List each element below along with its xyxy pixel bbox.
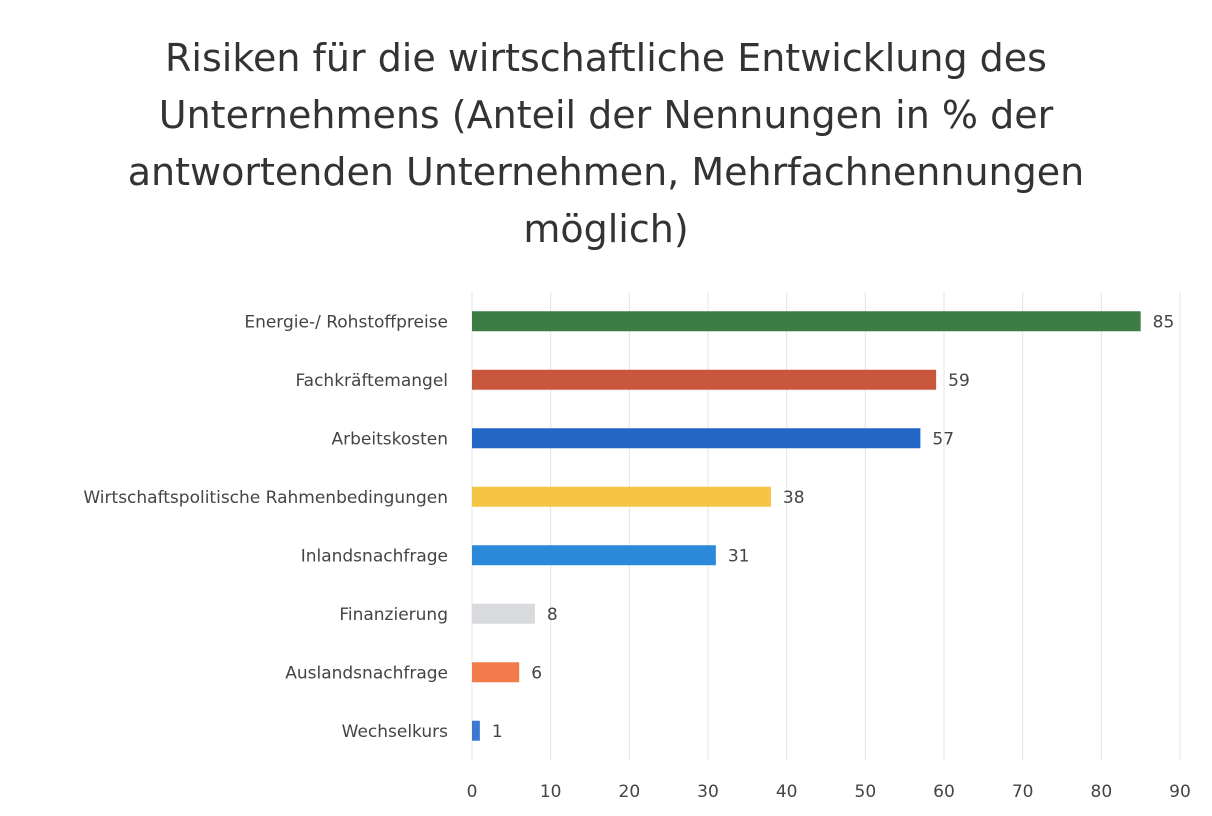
x-tick-label: 90: [1169, 782, 1191, 802]
x-tick-label: 20: [619, 782, 641, 802]
data-label: 85: [1153, 312, 1175, 332]
bar: [472, 662, 520, 683]
bar: [472, 720, 480, 741]
x-tick-label: 80: [1091, 782, 1113, 802]
y-tick-label: Wirtschaftspolitische Rahmenbedingungen: [83, 488, 448, 508]
bar: [472, 369, 937, 390]
data-label: 57: [932, 429, 954, 449]
bar: [472, 428, 921, 449]
y-tick-label: Auslandsnachfrage: [285, 663, 448, 683]
data-label: 1: [492, 722, 503, 742]
y-tick-label: Energie-/ Rohstoffpreise: [244, 312, 448, 332]
x-tick-label: 60: [933, 782, 955, 802]
data-label: 59: [948, 371, 970, 391]
data-label: 38: [783, 488, 805, 508]
x-tick-label: 10: [540, 782, 562, 802]
bar: [472, 545, 716, 566]
y-tick-label: Arbeitskosten: [331, 429, 448, 449]
x-tick-label: 0: [467, 782, 478, 802]
x-tick-label: 40: [776, 782, 798, 802]
data-label: 31: [728, 546, 750, 566]
x-tick-label: 50: [855, 782, 877, 802]
data-label: 6: [531, 663, 542, 683]
bar: [472, 311, 1141, 332]
bar: [472, 603, 535, 624]
x-tick-label: 30: [697, 782, 719, 802]
chart-title: Risiken für die wirtschaftliche Entwickl…: [127, 36, 1085, 251]
data-label: 8: [547, 605, 558, 625]
y-tick-label: Fachkräftemangel: [295, 371, 448, 391]
y-tick-label: Wechselkurs: [342, 722, 449, 742]
x-tick-label: 70: [1012, 782, 1034, 802]
y-tick-label: Inlandsnachfrage: [301, 546, 448, 566]
bar: [472, 486, 771, 507]
y-tick-label: Finanzierung: [339, 605, 448, 625]
